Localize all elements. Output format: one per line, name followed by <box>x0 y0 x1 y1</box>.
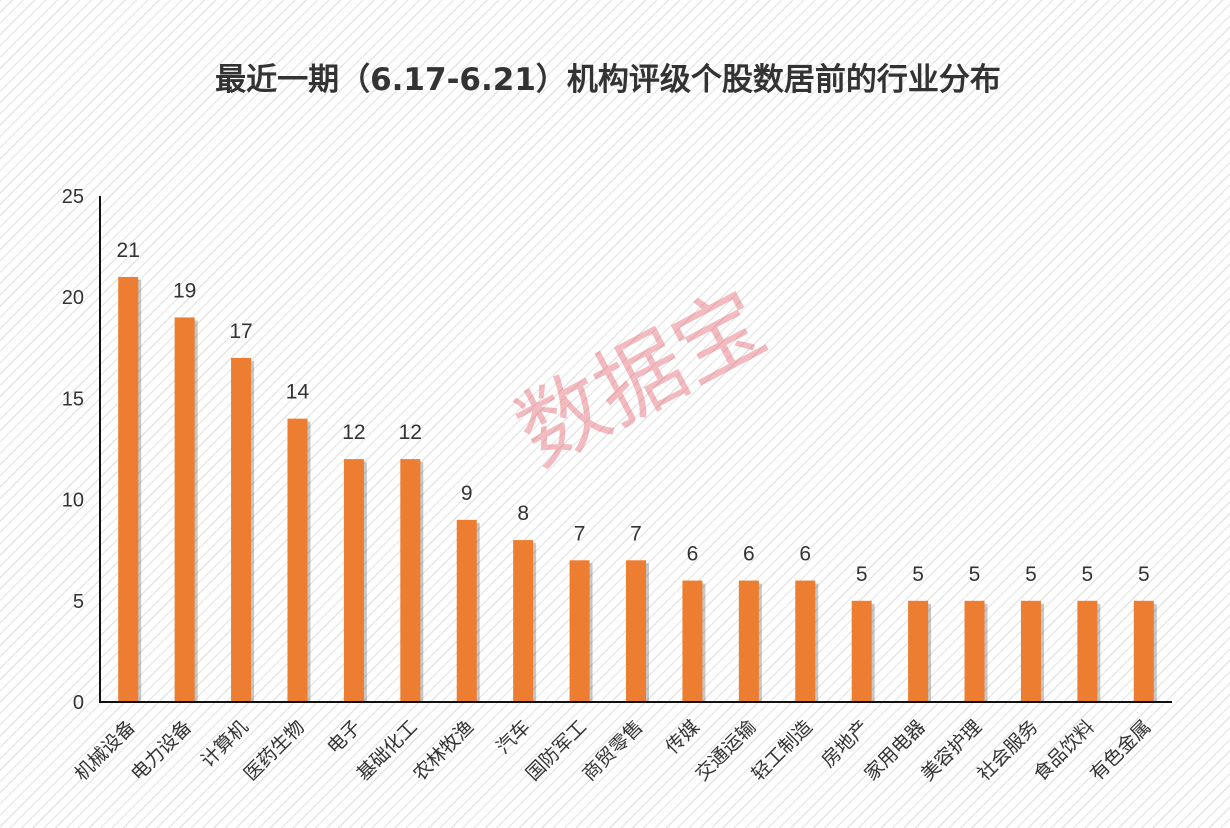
y-tick-label: 5 <box>73 591 84 613</box>
data-label: 5 <box>969 563 981 586</box>
data-label: 6 <box>743 543 755 566</box>
bar <box>626 560 646 702</box>
bar <box>795 580 816 702</box>
bar <box>456 519 477 702</box>
data-label: 5 <box>1138 563 1150 586</box>
y-axis-ticks: 0 5 10 15 20 25 <box>62 186 84 714</box>
category-label: 电子 <box>323 716 365 758</box>
data-label: 5 <box>1025 563 1037 586</box>
data-label: 7 <box>630 522 642 545</box>
category-label: 社会服务 <box>973 716 1042 785</box>
bar <box>1077 600 1098 702</box>
bar <box>400 459 421 702</box>
bar <box>569 560 590 702</box>
y-tick-label: 0 <box>73 692 84 714</box>
data-label: 6 <box>687 543 699 566</box>
data-label: 8 <box>517 502 529 525</box>
bar <box>231 357 252 702</box>
category-label: 机械设备 <box>70 716 139 785</box>
data-label: 17 <box>229 320 252 343</box>
y-tick-label: 15 <box>62 388 84 410</box>
category-label: 医药生物 <box>240 716 309 785</box>
data-label: 9 <box>461 482 473 505</box>
data-label: 5 <box>856 563 868 586</box>
category-label: 商贸零售 <box>578 716 647 785</box>
bar <box>738 580 759 702</box>
bar <box>1133 600 1154 702</box>
data-label: 6 <box>799 543 811 566</box>
bar <box>287 418 308 702</box>
y-tick-label: 25 <box>62 186 84 208</box>
bar <box>118 276 139 702</box>
category-label: 房地产 <box>817 716 873 772</box>
bar <box>964 600 985 702</box>
data-label: 14 <box>286 381 310 404</box>
data-label: 19 <box>173 279 196 302</box>
data-label: 7 <box>574 522 586 545</box>
category-label: 美容护理 <box>917 716 986 785</box>
category-label: 有色金属 <box>1086 716 1155 785</box>
bar-series <box>118 276 1157 702</box>
category-label: 汽车 <box>492 716 534 758</box>
category-label: 交通运输 <box>691 716 760 785</box>
category-label: 电力设备 <box>127 716 196 785</box>
data-label: 12 <box>342 421 365 444</box>
category-label: 食品饮料 <box>1030 716 1099 785</box>
watermark: 数据宝 <box>500 271 781 486</box>
y-tick-label: 10 <box>62 490 84 512</box>
chart-title: 最近一期（6.17-6.21）机构评级个股数居前的行业分布 <box>215 62 1001 98</box>
bar <box>851 600 872 702</box>
category-label: 轻工制造 <box>747 716 816 785</box>
bar <box>174 317 195 702</box>
data-labels: 21 19 17 14 12 12 9 8 7 7 6 6 6 5 5 5 5 5 5 <box>117 239 1150 586</box>
bar <box>682 580 703 702</box>
data-label: 21 <box>117 239 140 262</box>
category-label: 基础化工 <box>353 716 422 785</box>
bar <box>1020 600 1041 702</box>
category-label: 家用电器 <box>860 716 929 785</box>
category-label: 传媒 <box>662 716 704 758</box>
category-label: 计算机 <box>197 716 253 772</box>
bar <box>908 600 929 702</box>
bar <box>513 540 534 702</box>
category-label: 农林牧渔 <box>409 716 478 785</box>
bar <box>343 459 364 702</box>
data-label: 12 <box>399 421 422 444</box>
data-label: 5 <box>1082 563 1094 586</box>
category-label: 国防军工 <box>522 716 591 785</box>
data-label: 5 <box>912 563 924 586</box>
y-tick-label: 20 <box>62 287 84 309</box>
